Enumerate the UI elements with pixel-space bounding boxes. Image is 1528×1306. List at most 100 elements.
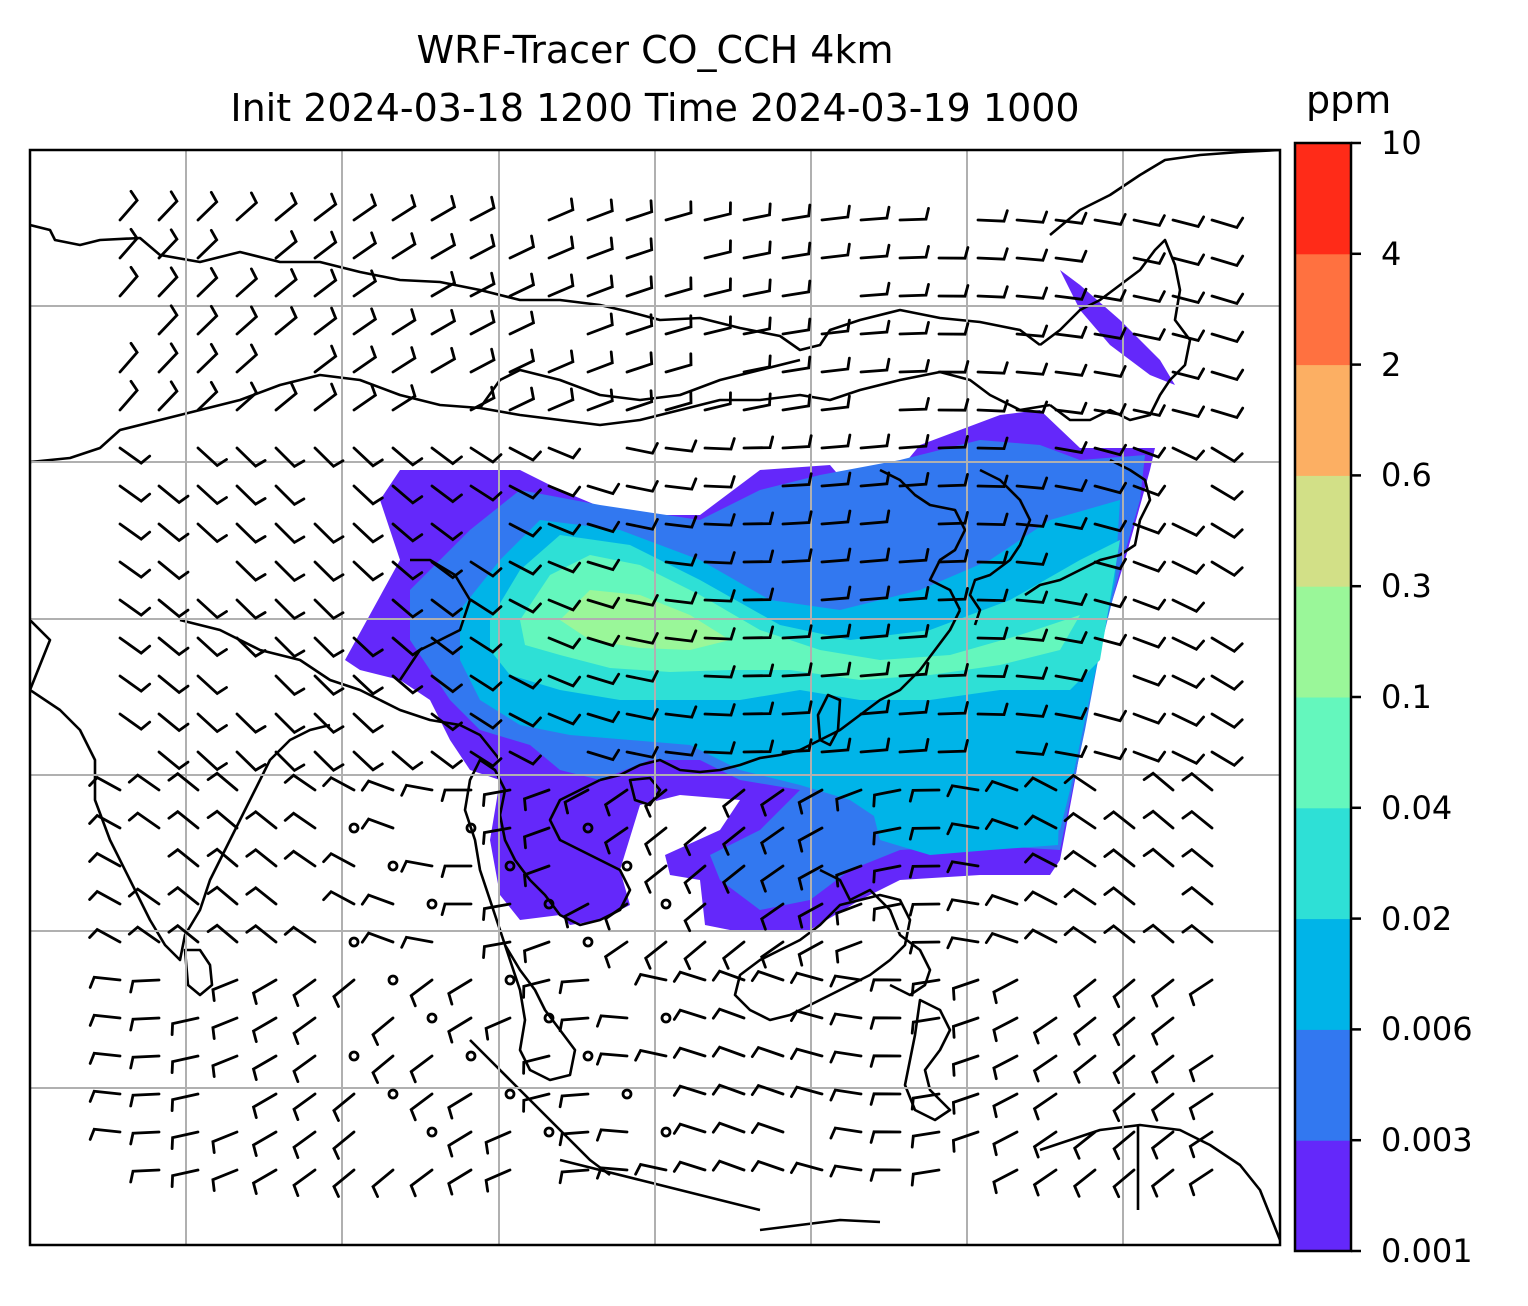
calm-wind-circle	[348, 936, 360, 948]
calm-wind-circle	[465, 1050, 477, 1062]
wind-barb	[196, 522, 228, 544]
wind-barb	[129, 1092, 161, 1108]
wind-barb	[157, 598, 190, 619]
wind-barb	[586, 350, 614, 374]
wind-barb	[88, 889, 122, 906]
wind-barb	[391, 598, 424, 619]
coastline-sulawesi	[903, 998, 952, 1122]
wind-barb	[508, 674, 542, 690]
wind-barb	[910, 1092, 941, 1111]
wind-barb	[820, 737, 852, 754]
wind-barb	[951, 1016, 980, 1039]
wind-barb	[872, 826, 902, 846]
wind-barb	[118, 379, 139, 412]
wind-barb	[976, 626, 1009, 641]
wind-barb	[88, 813, 122, 830]
wind-barb	[703, 475, 736, 489]
wind-barb	[703, 627, 736, 641]
wind-barb	[1063, 887, 1097, 906]
wind-barb	[332, 1130, 356, 1160]
wind-barb	[625, 746, 659, 759]
wind-barb	[820, 509, 852, 526]
wind-barb	[352, 750, 384, 772]
calm-wind-circle	[348, 1050, 360, 1062]
wind-barb	[625, 594, 659, 607]
wind-barb	[742, 511, 775, 526]
wind-barb	[1132, 404, 1166, 417]
colorbar-tick-label: 0.3	[1381, 567, 1432, 606]
wind-barb	[992, 1016, 1019, 1043]
wind-barb	[430, 484, 463, 504]
wind-barb	[1015, 552, 1049, 566]
wind-barb	[1103, 810, 1136, 830]
wind-barb	[508, 522, 542, 538]
wind-barb	[1171, 291, 1205, 305]
wind-barb	[781, 393, 812, 412]
wind-barb	[946, 936, 980, 950]
wind-barb	[196, 674, 228, 696]
wind-barb	[274, 750, 306, 773]
wind-barb	[352, 522, 384, 544]
wind-barb	[596, 1128, 629, 1142]
wind-barb	[937, 701, 969, 716]
wind-barb	[391, 446, 424, 467]
wind-barb	[790, 1009, 824, 1022]
wind-barb	[908, 940, 941, 955]
wind-barb	[664, 352, 693, 374]
wind-barb	[1181, 885, 1214, 906]
wind-barb	[313, 636, 345, 659]
wind-barb	[391, 232, 417, 260]
wind-barb	[274, 674, 306, 697]
wind-barb	[440, 864, 473, 878]
wind-barb	[1142, 771, 1175, 792]
wind-barb	[829, 1050, 863, 1064]
wind-barb	[430, 346, 457, 374]
wind-barb	[625, 632, 659, 645]
wind-barb	[603, 826, 629, 855]
wind-barb	[781, 510, 813, 526]
wind-barb	[1032, 1054, 1058, 1083]
wind-barb	[371, 1168, 395, 1198]
wind-barb	[508, 750, 542, 766]
wind-barb	[937, 322, 970, 336]
wind-barb	[235, 636, 267, 658]
wind-barb	[1210, 254, 1245, 268]
wind-barb	[1210, 406, 1245, 420]
wind-barb	[522, 1092, 551, 1113]
wind-barb	[664, 200, 693, 222]
wind-barb	[482, 826, 512, 845]
wind-barb	[1132, 598, 1167, 611]
wind-barb	[157, 636, 190, 657]
wind-barb	[1188, 1130, 1214, 1159]
wind-barb	[313, 382, 338, 412]
wind-barb	[118, 446, 152, 465]
coastline-java	[559, 1158, 761, 1212]
calm-wind-circle	[660, 1126, 672, 1138]
wind-barb	[1132, 674, 1167, 687]
wind-barb	[1015, 400, 1049, 414]
wind-barb	[820, 471, 852, 488]
wind-barb	[1171, 405, 1205, 419]
wind-barb	[88, 975, 122, 989]
wind-barb	[908, 902, 941, 917]
wind-barb	[469, 750, 503, 768]
wind-barb	[711, 1083, 746, 1096]
wind-barb	[211, 978, 239, 1002]
wind-barb	[235, 305, 259, 336]
wind-barb	[1188, 1092, 1214, 1121]
wind-barb	[1015, 362, 1049, 376]
wind-barb	[522, 978, 551, 999]
wind-barb	[937, 435, 969, 450]
wind-barb	[447, 1016, 473, 1044]
wind-barb	[721, 940, 746, 970]
wind-barb	[1054, 441, 1088, 455]
wind-barb	[976, 247, 1009, 261]
wind-barb	[946, 860, 980, 874]
wind-barb	[88, 1051, 122, 1065]
wind-barb	[1171, 522, 1205, 538]
wind-barb	[742, 316, 772, 336]
wind-barb	[1093, 747, 1127, 761]
calm-wind-circle	[504, 974, 516, 986]
wind-barb	[1072, 1054, 1097, 1084]
wind-barb	[547, 446, 582, 460]
